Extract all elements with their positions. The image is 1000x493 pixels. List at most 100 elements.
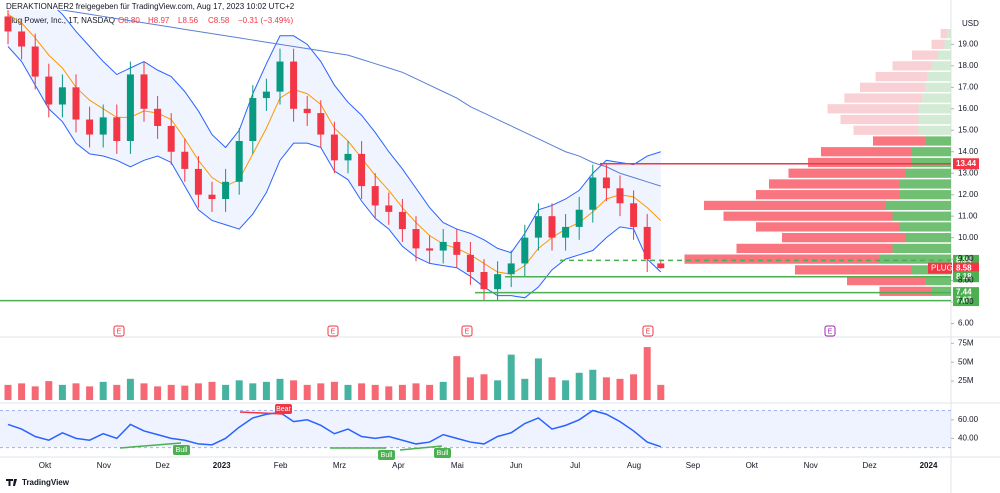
candle-body	[412, 229, 420, 249]
volume-bar	[58, 384, 66, 400]
candle-body	[494, 274, 502, 290]
profile-sell	[931, 39, 945, 49]
volume-bar	[630, 374, 638, 400]
volume-bar	[575, 372, 583, 400]
divergence-tag	[173, 445, 190, 455]
volume-bar	[616, 378, 624, 400]
symbol-label: PLUG	[931, 263, 953, 272]
volume-bar	[167, 384, 175, 400]
x-tick-label: Jul	[570, 461, 580, 470]
profile-buy	[892, 243, 951, 254]
ohlc-value: H8.97	[148, 16, 170, 25]
symbol: Plug Power, Inc., 1T, NASDAQ	[6, 16, 115, 25]
candle-body	[99, 117, 107, 135]
candle-body	[290, 61, 298, 109]
profile-buy	[879, 254, 951, 264]
profile-sell	[873, 136, 925, 146]
earnings-label: E	[828, 328, 833, 335]
candle-body	[630, 203, 638, 227]
volume-bar	[385, 386, 393, 400]
shared-by: DERAKTIONAER2 freigegeben für TradingVie…	[6, 2, 295, 11]
divergence-label: Bull	[437, 450, 449, 457]
divergence-line	[239, 411, 284, 415]
candle-body	[426, 248, 434, 251]
profile-sell	[704, 200, 886, 211]
x-tick-label: Apr	[392, 461, 405, 470]
candle-body	[589, 177, 597, 210]
candle-body	[330, 134, 338, 161]
volume-bar	[602, 377, 610, 400]
rsi-band	[0, 410, 951, 448]
profile-buy	[905, 233, 951, 243]
profile-buy	[925, 275, 951, 286]
volume-tick-label: 25M	[958, 376, 974, 385]
volume-tick-label: 75M	[958, 338, 974, 347]
candle-body	[72, 87, 80, 120]
ohlc-value: −0.31 (−3.49%)	[238, 16, 293, 25]
candle-body	[358, 153, 366, 187]
profile-buy	[918, 104, 951, 114]
rsi-line	[7, 409, 662, 448]
candle-body	[140, 74, 148, 109]
candle-body	[154, 108, 162, 126]
profile-sell	[844, 93, 923, 103]
footer-logo: TradingView	[22, 478, 70, 487]
candle-body	[18, 31, 26, 47]
profile-buy	[944, 39, 951, 49]
volume-bar	[235, 380, 243, 400]
candle-body	[643, 226, 651, 260]
profile-sell	[940, 29, 948, 39]
x-tick-label: Mrz	[333, 461, 346, 470]
candle-body	[657, 263, 665, 269]
volume-bar	[643, 347, 651, 400]
logo-icon	[6, 479, 17, 486]
candle-body	[398, 211, 406, 230]
volume-bar	[317, 383, 325, 400]
level-label: 13.44	[956, 159, 977, 168]
x-tick-label: 2023	[213, 461, 231, 470]
volume-bar	[86, 386, 94, 400]
volume-bar	[657, 384, 665, 400]
candle-body	[562, 226, 570, 238]
profile-buy	[912, 157, 951, 168]
earnings-marker	[642, 325, 654, 337]
level-tag	[953, 271, 979, 283]
x-tick-label: Sep	[686, 461, 701, 470]
earnings-label: E	[117, 328, 122, 335]
candle-body	[4, 16, 12, 32]
volume-bar	[562, 380, 570, 400]
candle-body	[507, 263, 515, 275]
profile-sell	[892, 61, 932, 71]
candle-body	[262, 91, 270, 99]
earnings-marker	[113, 325, 125, 337]
earnings-label: E	[331, 328, 336, 335]
profile-sell	[860, 82, 925, 92]
level-label: 7.44	[956, 288, 972, 297]
volume-bar	[344, 384, 352, 400]
x-tick-label: Okt	[746, 461, 759, 470]
x-tick-label: Nov	[97, 461, 111, 470]
profile-buy	[925, 82, 951, 92]
volume-bar	[208, 381, 216, 400]
candle-body	[548, 216, 556, 238]
candle-body	[480, 272, 488, 290]
y-tick-label: 11.00	[958, 211, 978, 220]
profile-sell	[912, 50, 938, 60]
volume-bar	[412, 383, 420, 400]
level-tag	[953, 254, 979, 266]
profile-buy	[925, 136, 951, 146]
candle-body	[385, 205, 393, 212]
profile-buy	[918, 125, 951, 135]
divergence-tag	[434, 448, 451, 458]
volume-bar	[222, 384, 230, 400]
volume-bar	[371, 384, 379, 400]
profile-sell	[723, 211, 893, 221]
volume-bar	[290, 380, 298, 400]
divergence-label: Bull	[176, 447, 188, 454]
volume-bar	[126, 378, 134, 400]
ohlc-value: C8.58	[208, 16, 230, 25]
level-tag	[953, 262, 979, 274]
profile-sell	[756, 222, 899, 232]
y-tick-label: 13.00	[958, 168, 979, 177]
